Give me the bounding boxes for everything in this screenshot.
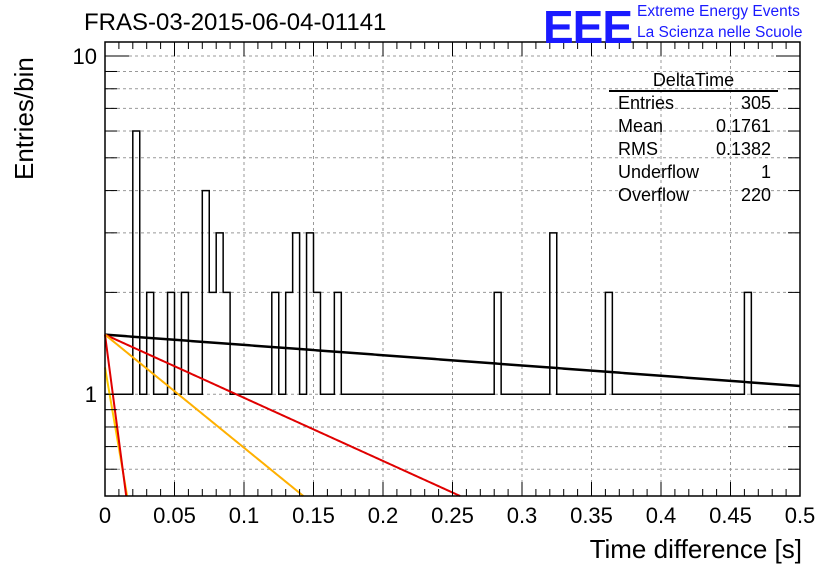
stats-value: 0.1382 — [715, 139, 771, 159]
stats-row-underflow: Underflow 1 — [612, 161, 777, 184]
stats-row-rms: RMS 0.1382 — [612, 138, 777, 161]
x-tick-label: 0.35 — [570, 503, 613, 528]
stats-value: 0.1761 — [715, 116, 771, 136]
tick-labels: 0 0.05 0.1 0.15 0.2 0.25 0.3 0.35 0.4 0.45 0.5 1 10 — [73, 44, 816, 528]
stats-title: DeltaTime — [609, 70, 778, 92]
x-axis-label: Time difference [s] — [589, 534, 802, 564]
x-tick-label: 0.05 — [153, 503, 196, 528]
axis-ticks — [104, 42, 801, 497]
fit-curves — [104, 333, 801, 497]
fit-red-steep — [104, 334, 128, 497]
x-tick-label: 0.25 — [431, 503, 474, 528]
y-tick-label: 1 — [85, 382, 97, 407]
x-tick-label: 0.2 — [368, 503, 399, 528]
y-tick-label: 10 — [73, 44, 97, 69]
y-axis-label: Entries/bin — [9, 57, 39, 180]
stats-value: 1 — [760, 162, 771, 182]
fit-red — [104, 333, 461, 497]
histogram-bins — [105, 130, 800, 395]
histogram-outline — [105, 130, 800, 395]
x-tick-label: 0.1 — [229, 503, 260, 528]
stats-value: 305 — [740, 93, 771, 113]
stats-label: RMS — [618, 139, 658, 159]
stats-label: Underflow — [618, 162, 700, 182]
logo-line-2: La Scienza nelle Scuole — [637, 24, 803, 41]
x-tick-label: 0.3 — [507, 503, 538, 528]
x-tick-label: 0 — [99, 503, 111, 528]
stats-box: DeltaTime Entries 305 Mean 0.1761 RMS 0.… — [609, 70, 778, 207]
stats-label: Mean — [618, 116, 664, 136]
x-tick-label: 0.45 — [709, 503, 752, 528]
x-tick-label: 0.4 — [646, 503, 677, 528]
stats-row-mean: Mean 0.1761 — [612, 115, 777, 138]
fit-black — [104, 333, 801, 388]
x-tick-label: 0.15 — [292, 503, 335, 528]
stats-row-overflow: Overflow 220 — [612, 184, 777, 207]
x-tick-label: 0.5 — [785, 503, 816, 528]
stats-label: Overflow — [618, 185, 690, 205]
stats-row-entries: Entries 305 — [612, 92, 777, 115]
plot-title: FRAS-03-2015-06-04-01141 — [84, 9, 387, 36]
fit-orange — [104, 333, 304, 497]
eee-logo: EEE — [543, 1, 633, 53]
stats-value: 220 — [740, 185, 771, 205]
logo-line-1: Extreme Energy Events — [637, 3, 800, 20]
stats-label: Entries — [618, 93, 675, 113]
